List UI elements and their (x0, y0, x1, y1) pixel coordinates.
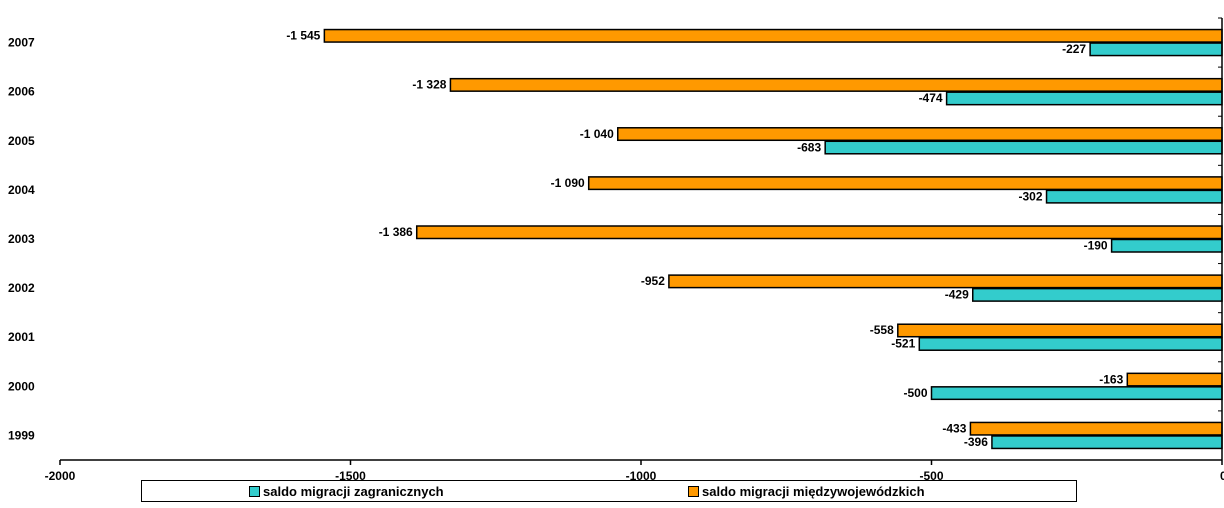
bar-miedzywojewodzkich (323, 28, 1223, 43)
x-tick-label: -1000 (626, 469, 657, 483)
x-tick-label: -2000 (45, 469, 76, 483)
data-label: -558 (870, 323, 894, 337)
bar-miedzywojewodzkich (449, 77, 1223, 92)
x-tick-label: -1500 (335, 469, 366, 483)
bar-zagranicznych (1089, 42, 1223, 57)
legend-swatch-icon (688, 486, 699, 497)
legend-label: saldo migracji zagranicznych (263, 484, 444, 499)
data-label: -952 (641, 274, 665, 288)
bar-miedzywojewodzkich (897, 323, 1223, 338)
bar-zagranicznych (972, 287, 1223, 302)
category-label: 2002 (8, 281, 35, 295)
bar-miedzywojewodzkich (969, 421, 1223, 436)
data-label: -302 (1019, 189, 1043, 203)
bar-miedzywojewodzkich (1126, 372, 1223, 387)
data-label: -1 090 (551, 176, 585, 190)
bar-miedzywojewodzkich (617, 127, 1223, 142)
bar-zagranicznych (930, 386, 1223, 401)
data-label: -474 (919, 91, 943, 105)
data-label: -1 040 (580, 127, 614, 141)
legend-label: saldo migracji międzywojewódzkich (702, 484, 925, 499)
data-label: -396 (964, 435, 988, 449)
category-label: 1999 (8, 428, 35, 442)
bar-zagranicznych (918, 336, 1223, 351)
data-label: -500 (903, 386, 927, 400)
bar-miedzywojewodzkich (668, 274, 1223, 289)
legend: saldo migracji zagranicznych saldo migra… (141, 480, 1077, 502)
bar-zagranicznych (1110, 238, 1223, 253)
bar-zagranicznych (824, 140, 1223, 155)
bar-zagranicznych (1045, 189, 1223, 204)
data-label: -1 545 (286, 29, 320, 43)
data-label: -163 (1099, 372, 1123, 386)
category-label: 2006 (8, 85, 35, 99)
category-label: 2003 (8, 232, 35, 246)
category-label: 2005 (8, 134, 35, 148)
legend-swatch-icon (249, 486, 260, 497)
legend-item-zagranicznych: saldo migracji zagranicznych (249, 484, 444, 499)
data-label: -433 (942, 421, 966, 435)
bar-miedzywojewodzkich (415, 225, 1223, 240)
category-label: 2000 (8, 379, 35, 393)
x-tick-label: 0 (1220, 469, 1224, 483)
data-label: -429 (945, 288, 969, 302)
data-label: -1 386 (379, 225, 413, 239)
bar-zagranicznych (991, 435, 1223, 450)
x-tick-label: -500 (919, 469, 943, 483)
data-label: -190 (1084, 239, 1108, 253)
data-label: -227 (1062, 42, 1086, 56)
bar-miedzywojewodzkich (587, 176, 1223, 191)
bar-zagranicznych (945, 91, 1223, 106)
category-label: 2004 (8, 183, 35, 197)
category-label: 2001 (8, 330, 35, 344)
data-label: -683 (797, 140, 821, 154)
legend-item-miedzywojewodzkich: saldo migracji międzywojewódzkich (688, 484, 925, 499)
data-label: -521 (891, 337, 915, 351)
category-label: 2007 (8, 36, 35, 50)
data-label: -1 328 (412, 78, 446, 92)
